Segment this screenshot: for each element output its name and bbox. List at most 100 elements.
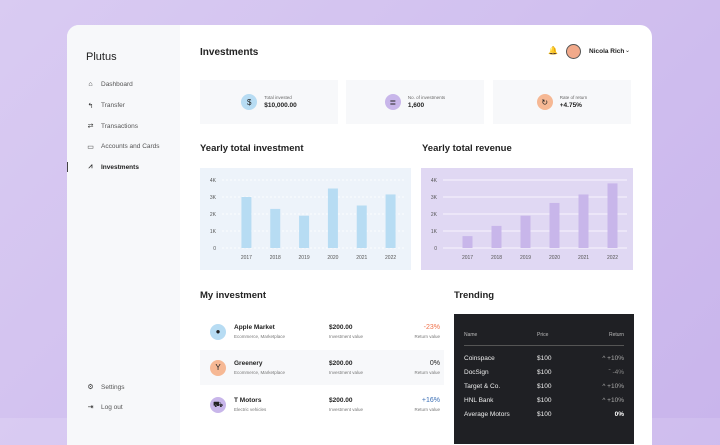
company-icon: ●: [210, 323, 226, 340]
active-indicator: [67, 162, 68, 172]
sidebar-item-label: Accounts and Cards: [101, 143, 160, 150]
x-tick-label: 2017: [462, 255, 473, 261]
company-category: Ecommerce, Marketplace: [234, 370, 286, 375]
card-icon: ▭: [87, 143, 94, 151]
stat-value: +4.75%: [559, 102, 582, 109]
stock-return: ˇ -4%: [608, 368, 624, 376]
revenue-chart: 0 1K 2K 3K 4K 2017 2018 2019 2020 2021 2022: [421, 168, 633, 270]
bar: [607, 183, 618, 248]
x-tick-label: 2022: [607, 255, 618, 261]
return-value: 0%: [429, 360, 440, 367]
logo: Plutus: [86, 51, 117, 63]
y-tick-label: 3K: [431, 195, 438, 201]
x-tick-label: 2021: [578, 255, 589, 261]
bar: [549, 202, 560, 248]
my-investment-title: My investment: [200, 290, 266, 301]
stock-price: $100: [537, 354, 552, 362]
y-tick-label: 2K: [210, 212, 217, 218]
bar: [327, 188, 338, 248]
x-tick-label: 2019: [299, 255, 310, 261]
investment-value: $200.00: [329, 324, 353, 331]
bell-icon[interactable]: 🔔: [548, 46, 558, 55]
stock-name: HNL Bank: [464, 396, 494, 404]
investment-value-label: Investment value: [329, 370, 364, 375]
trending-title: Trending: [454, 290, 495, 301]
sidebar-item-transfer[interactable]: ↰ Transfer: [86, 102, 125, 110]
y-tick-label: 0: [434, 246, 437, 252]
y-tick-label: 1K: [431, 229, 438, 235]
investment-row[interactable]: ⛟ T Motors Electric vehicles $200.00 Investm…: [200, 387, 444, 422]
page-title: Investments: [200, 47, 259, 58]
return-label: Return value: [414, 370, 440, 375]
stat-icon: $: [241, 94, 258, 110]
bar: [299, 215, 310, 248]
company-category: Electric vehicles: [234, 407, 267, 412]
return-value: +16%: [421, 397, 440, 404]
stock-return: 0%: [614, 410, 624, 418]
stock-name: Coinspace: [464, 354, 495, 362]
return-value: -23%: [423, 324, 440, 331]
col-name: Name: [464, 331, 478, 338]
y-tick-label: 1K: [210, 229, 217, 235]
y-tick-label: 2K: [431, 212, 438, 218]
trending-row[interactable]: HNL Bank $100 ^ +10%: [464, 393, 624, 407]
user-name[interactable]: Nicola Rich: [589, 48, 625, 55]
company-name: T Motors: [234, 397, 262, 404]
bar: [385, 194, 396, 248]
chevron-down-icon[interactable]: ⌄: [625, 48, 631, 54]
stock-name: DocSign: [464, 368, 489, 376]
sidebar-item-investments[interactable]: ⩘ Investments: [86, 163, 139, 171]
investment-value: $200.00: [329, 360, 353, 367]
company-category: Ecommerce, Marketplace: [234, 334, 286, 339]
sidebar-item-log-out[interactable]: ⇥ Log out: [86, 403, 123, 412]
trending-table: Name Price Return Coinspace $100 ^ +10% DocSi…: [454, 314, 634, 444]
chart-line-icon: ⩘: [88, 163, 93, 170]
y-tick-label: 4K: [431, 178, 438, 184]
trending-row[interactable]: Coinspace $100 ^ +10%: [464, 351, 624, 365]
stat-value: 1,600: [407, 102, 425, 109]
stock-name: Average Motors: [464, 410, 510, 418]
investment-row[interactable]: Y Greenery Ecommerce, Marketplace $200.00 In…: [200, 350, 444, 385]
bar: [491, 225, 502, 248]
x-tick-label: 2020: [327, 255, 338, 261]
x-tick-label: 2018: [270, 255, 281, 261]
bar: [520, 215, 531, 248]
return-label: Return value: [414, 407, 440, 412]
stat-label: Total invested: [264, 95, 292, 100]
swap-icon: ⇄: [87, 123, 94, 130]
bar: [462, 236, 473, 248]
sidebar-item-label: Dashboard: [101, 81, 133, 88]
investment-value-label: Investment value: [329, 407, 364, 412]
x-tick-label: 2017: [241, 255, 252, 261]
sidebar-item-settings[interactable]: ⚙ Settings: [86, 383, 124, 392]
stock-return: ^ +10%: [602, 396, 624, 404]
trending-row[interactable]: DocSign $100 ˇ -4%: [464, 365, 624, 379]
sidebar-item-accounts-and-cards[interactable]: ▭ Accounts and Cards: [86, 143, 160, 151]
investment-value: $200.00: [329, 397, 353, 404]
company-name: Apple Market: [234, 324, 275, 331]
bar: [356, 205, 367, 248]
y-tick-label: 3K: [210, 195, 217, 201]
y-tick-label: 0: [213, 246, 216, 252]
avatar[interactable]: [566, 44, 581, 59]
app-window: Plutus ⌂ Dashboard ↰ Transfer ⇄ Transactions ▭…: [67, 25, 652, 445]
stat-icon: ≣: [384, 94, 401, 110]
stock-price: $100: [537, 410, 552, 418]
sidebar-item-transactions[interactable]: ⇄ Transactions: [86, 122, 138, 131]
bar: [241, 197, 252, 248]
col-return: Return: [608, 331, 624, 338]
stock-price: $100: [537, 368, 552, 376]
stock-return: ^ +10%: [602, 382, 624, 390]
sidebar-item-dashboard[interactable]: ⌂ Dashboard: [86, 81, 133, 88]
investment-chart: 0 1K 2K 3K 4K 2017 2018 2019 2020 2021 2022: [200, 168, 411, 270]
x-tick-label: 2019: [520, 255, 531, 261]
stat-card: $ Total invested $10,000.00: [200, 80, 338, 124]
investment-row[interactable]: ● Apple Market Ecommerce, Marketplace $200.…: [200, 314, 444, 349]
reply-icon: ↰: [87, 102, 94, 110]
trending-row[interactable]: Average Motors $100 0%: [464, 407, 624, 421]
stock-name: Target & Co.: [464, 382, 501, 390]
trending-row[interactable]: Target & Co. $100 ^ +10%: [464, 379, 624, 393]
chart-title-revenue: Yearly total revenue: [422, 143, 512, 154]
col-price: Price: [537, 331, 549, 338]
stat-value: $10,000.00: [264, 102, 297, 109]
